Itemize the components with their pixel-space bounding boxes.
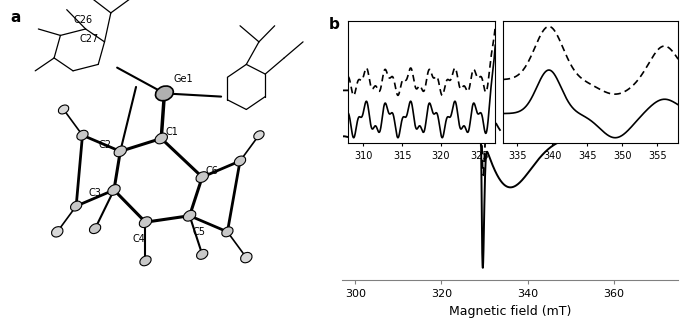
- Ellipse shape: [240, 252, 252, 263]
- Ellipse shape: [51, 227, 63, 237]
- Text: C2: C2: [98, 140, 111, 150]
- Ellipse shape: [90, 224, 101, 233]
- Ellipse shape: [197, 250, 208, 259]
- Ellipse shape: [77, 130, 88, 140]
- Ellipse shape: [155, 86, 173, 101]
- Ellipse shape: [58, 105, 68, 114]
- Text: C4: C4: [133, 233, 146, 243]
- Ellipse shape: [222, 227, 233, 237]
- X-axis label: Magnetic field (mT): Magnetic field (mT): [449, 305, 571, 318]
- Ellipse shape: [234, 156, 246, 166]
- Ellipse shape: [71, 201, 82, 211]
- Text: C26: C26: [73, 14, 92, 24]
- Text: C1: C1: [166, 127, 179, 137]
- Ellipse shape: [108, 185, 120, 195]
- Text: C27: C27: [79, 34, 99, 44]
- Text: b: b: [329, 17, 340, 33]
- Ellipse shape: [253, 131, 264, 140]
- Ellipse shape: [196, 172, 208, 183]
- Text: Ge1: Ge1: [174, 74, 193, 84]
- Ellipse shape: [155, 133, 167, 144]
- Text: C6: C6: [206, 166, 219, 176]
- Ellipse shape: [140, 256, 151, 266]
- Ellipse shape: [139, 217, 151, 228]
- Text: a: a: [10, 10, 21, 25]
- Text: C3: C3: [89, 188, 101, 198]
- Ellipse shape: [114, 146, 127, 157]
- Text: C5: C5: [192, 227, 206, 237]
- Ellipse shape: [184, 210, 196, 221]
